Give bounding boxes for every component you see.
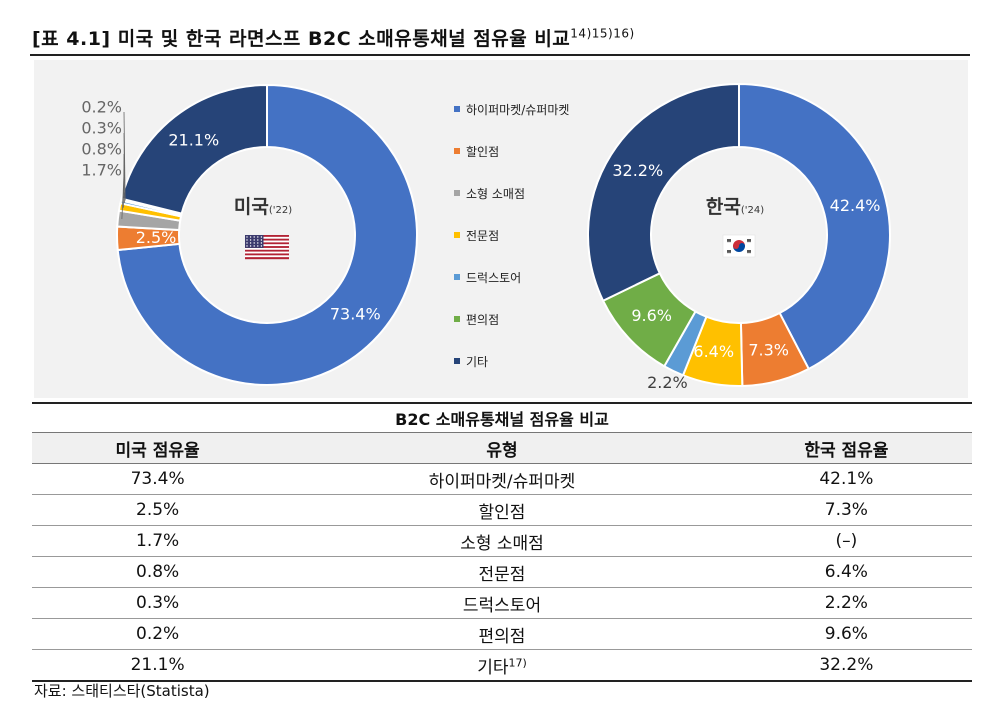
legend-swatch [454, 358, 460, 364]
leader-line [121, 174, 125, 219]
center-country: 미국 [234, 196, 269, 218]
donut-slice [116, 83, 418, 386]
slice-label: 42.4% [830, 196, 881, 215]
legend-label: 전문점 [466, 228, 500, 243]
center-year: ('24) [741, 205, 764, 216]
slice-label: 6.4% [693, 342, 734, 361]
legend-label: 기타 [466, 354, 489, 369]
legend-label: 하이퍼마켓/슈퍼마켓 [466, 102, 570, 117]
legend-item: 편의점 [454, 298, 569, 340]
us-donut: 73.4% 2.5% 21.1% 0.2% 0.3% 0.8% 1.7% 미국('22) [81, 83, 418, 386]
legend-item: 소형 소매점 [454, 172, 569, 214]
legend-item: 전문점 [454, 214, 569, 256]
slice-label: 2.2% [647, 373, 688, 392]
title-bar: [표 4.1] 미국 및 한국 라면스프 B2C 소매유통채널 점유율 비교14… [30, 18, 970, 56]
table-row: 0.8% 전문점 6.4% [32, 556, 972, 588]
kr-share: 42.1% [720, 463, 972, 495]
legend-swatch [454, 232, 460, 238]
table-row: 1.7% 소형 소매점 (–) [32, 525, 972, 557]
col-kr: 한국 점유율 [720, 432, 972, 464]
slice-label: 0.8% [81, 140, 122, 159]
legend-item: 할인점 [454, 130, 569, 172]
table-row: 0.2% 편의점 9.6% [32, 618, 972, 650]
slice-label: 2.5% [136, 228, 177, 247]
donut-charts: 73.4% 2.5% 21.1% 0.2% 0.3% 0.8% 1.7% 미국('22) 42.… [81, 82, 891, 392]
channel-type-text: 기타 [477, 657, 509, 678]
share-table: B2C 소매유통채널 점유율 비교 미국 점유율 유형 한국 점유율 73.4%… [32, 402, 972, 682]
legend-swatch [454, 106, 460, 112]
us-share: 0.8% [32, 556, 284, 588]
channel-type: 하이퍼마켓/슈퍼마켓 [283, 463, 721, 495]
channel-type: 할인점 [283, 494, 721, 526]
slice-label: 0.2% [81, 98, 122, 117]
kr-share: 9.6% [720, 618, 972, 650]
us-share: 0.2% [32, 618, 284, 650]
us-share: 1.7% [32, 525, 284, 557]
legend-swatch [454, 190, 460, 196]
legend-label: 드럭스토어 [466, 270, 522, 285]
kr-share: 2.2% [720, 587, 972, 619]
title-refs: 14)15)16) [570, 26, 635, 41]
col-type: 유형 [283, 432, 721, 464]
legend-swatch [454, 148, 460, 154]
footnote-ref: 17) [508, 655, 527, 669]
us-share: 21.1% [32, 649, 284, 682]
kr-share: 6.4% [720, 556, 972, 588]
legend-swatch [454, 274, 460, 280]
slice-label: 9.6% [631, 306, 672, 325]
kr-flag-icon [722, 234, 756, 258]
kr-share: (–) [720, 525, 972, 557]
donut-slice [738, 82, 891, 371]
chart-panel: 73.4% 2.5% 21.1% 0.2% 0.3% 0.8% 1.7% 미국('22) 42.… [34, 60, 968, 398]
slice-label: 21.1% [168, 131, 219, 150]
legend-item: 드럭스토어 [454, 256, 569, 298]
legend-label: 편의점 [466, 312, 500, 327]
table-row: 73.4% 하이퍼마켓/슈퍼마켓 42.1% [32, 463, 972, 495]
page-title: [표 4.1] 미국 및 한국 라면스프 B2C 소매유통채널 점유율 비교14… [32, 24, 635, 51]
kr-share: 7.3% [720, 494, 972, 526]
channel-type: 편의점 [283, 618, 721, 650]
col-us: 미국 점유율 [32, 432, 284, 464]
leader-line [123, 132, 126, 203]
donut-slice [587, 82, 740, 303]
channel-type: 기타17) [283, 649, 721, 682]
slice-label: 7.3% [748, 340, 789, 359]
legend-swatch [454, 316, 460, 322]
kr-donut: 42.4% 7.3% 6.4% 2.2% 9.6% 32.2% 한국('24) [587, 82, 891, 392]
center-year: ('22) [269, 205, 292, 216]
slice-label: 32.2% [612, 161, 663, 180]
us-share: 2.5% [32, 494, 284, 526]
source-note: 자료: 스태티스타(Statista) [34, 682, 210, 700]
table-caption: B2C 소매유통채널 점유율 비교 [32, 402, 972, 433]
slice-label: 0.3% [81, 119, 122, 138]
center-label: 미국('22) [234, 196, 292, 218]
us-share: 73.4% [32, 463, 284, 495]
kr-share: 32.2% [720, 649, 972, 682]
table-row: 2.5% 할인점 7.3% [32, 494, 972, 526]
legend-label: 할인점 [466, 144, 500, 159]
us-share: 0.3% [32, 587, 284, 619]
slice-label: 73.4% [330, 304, 381, 323]
title-text: [표 4.1] 미국 및 한국 라면스프 B2C 소매유통채널 점유율 비교 [32, 28, 571, 50]
legend-item: 하이퍼마켓/슈퍼마켓 [454, 88, 569, 130]
channel-type: 소형 소매점 [283, 525, 721, 557]
table-row: 21.1% 기타17) 32.2% [32, 649, 972, 682]
channel-type: 전문점 [283, 556, 721, 588]
donut-slice [120, 83, 268, 215]
legend-item: 기타 [454, 340, 569, 382]
center-country: 한국 [706, 196, 741, 218]
channel-type: 드럭스토어 [283, 587, 721, 619]
center-label: 한국('24) [706, 196, 764, 218]
slice-label: 1.7% [81, 161, 122, 180]
legend-label: 소형 소매점 [466, 186, 526, 201]
us-flag-icon [245, 235, 289, 260]
table-row: 0.3% 드럭스토어 2.2% [32, 587, 972, 619]
